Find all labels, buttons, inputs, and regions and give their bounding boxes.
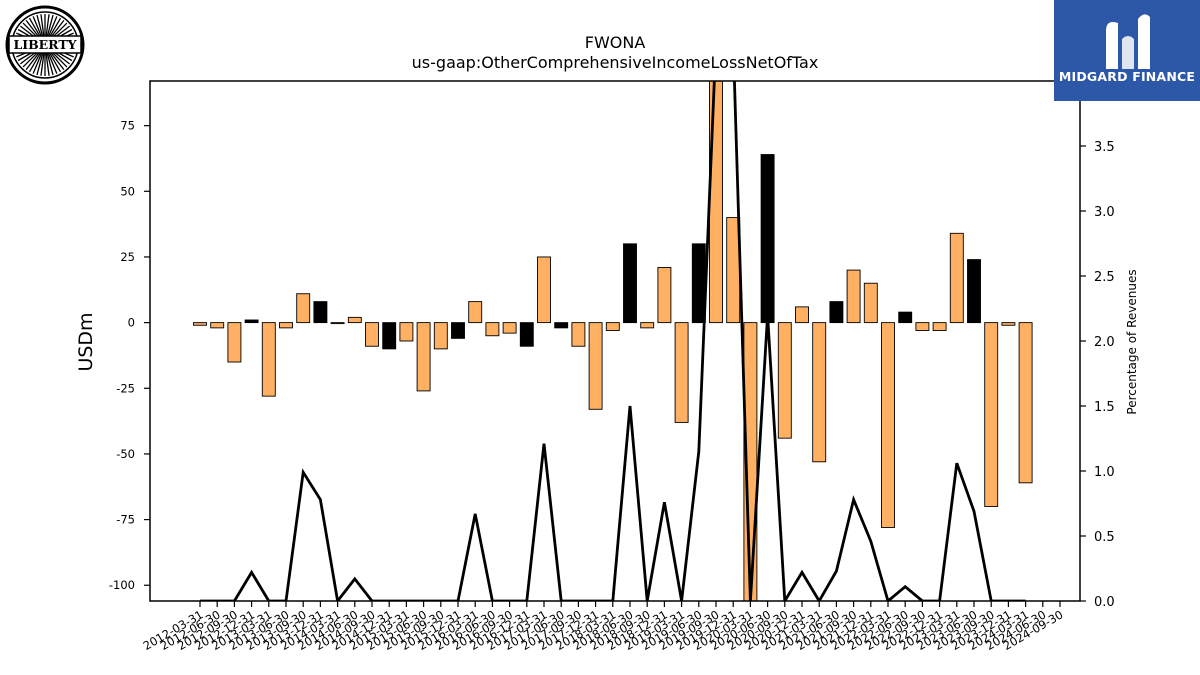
- bar-2015-09-30: [433, 322, 448, 350]
- bar-2014-09-30: [365, 322, 379, 347]
- midgard-logo-text: MIDGARD FINANCE: [1058, 69, 1196, 84]
- y-tick-label: 0: [128, 316, 135, 330]
- bar-2015-06-30: [416, 322, 431, 392]
- bar-2016-12-31: [519, 322, 534, 347]
- bar-2014-12-31: [382, 322, 397, 350]
- midgard-finance-logo: MIDGARD FINANCE: [1054, 0, 1200, 101]
- bar-2018-03-31: [605, 322, 620, 331]
- y-tick-label: -75: [116, 513, 135, 527]
- bar-2013-06-30: [279, 322, 293, 329]
- liberty-logo: LIBERTY: [5, 5, 85, 85]
- bar-2021-09-30: [846, 269, 861, 324]
- bar-2012-06-30: [210, 322, 225, 329]
- bar-2012-03-31: [193, 322, 207, 326]
- y-tick-label: -100: [109, 578, 135, 592]
- bar-2013-03-31: [261, 322, 276, 397]
- y2-axis-label: Percentage of Revenues: [1125, 269, 1139, 414]
- bar-2022-12-31: [932, 322, 947, 331]
- bar-2017-12-31: [588, 322, 603, 410]
- bar-2020-06-30: [760, 154, 775, 324]
- bars-layer: [193, 81, 1033, 601]
- y-tick-label: 25: [120, 250, 135, 264]
- y2-tick-label: 0.0: [1094, 595, 1115, 610]
- plot-frame: [149, 80, 1081, 602]
- bar-2013-09-30: [296, 293, 311, 324]
- y2-tick-label: 1.5: [1094, 400, 1115, 415]
- bar-2023-09-30: [984, 322, 999, 507]
- y2-tick-label: 1.0: [1094, 465, 1115, 480]
- y-tick-label: -50: [116, 447, 135, 461]
- y2-tick-label: 3.0: [1094, 205, 1115, 220]
- y2-tick-label: 2.0: [1094, 335, 1115, 350]
- y-tick-label: 75: [120, 119, 135, 133]
- bar-2017-06-30: [554, 322, 569, 329]
- bar-2018-06-30: [623, 243, 637, 324]
- bar-2013-12-31: [313, 301, 328, 324]
- bar-2014-03-31: [330, 322, 345, 325]
- bar-2019-03-31: [674, 322, 689, 423]
- bar-2015-03-31: [399, 322, 414, 342]
- bar-2021-12-31: [863, 282, 878, 324]
- liberty-emblem-icon: LIBERTY: [5, 5, 85, 85]
- y-axis-label: USDm: [75, 312, 97, 371]
- y-tick-label: 50: [120, 184, 135, 198]
- bar-2021-06-30: [829, 301, 844, 324]
- y2-tick-label: 2.5: [1094, 270, 1115, 285]
- y-tick-label: -25: [116, 381, 135, 395]
- bar-2015-12-31: [451, 322, 465, 339]
- liberty-logo-text: LIBERTY: [13, 37, 77, 52]
- bar-2017-03-31: [537, 256, 551, 324]
- bar-2023-03-31: [949, 232, 964, 324]
- bar-2020-12-31: [795, 306, 809, 324]
- y2-tick-label: 3.5: [1094, 140, 1115, 155]
- chart-subtitle: us-gaap:OtherComprehensiveIncomeLossNetO…: [412, 53, 819, 72]
- bar-2016-03-31: [468, 301, 483, 324]
- bar-2022-06-30: [898, 311, 913, 324]
- bar-2022-03-31: [881, 322, 895, 528]
- bar-2022-09-30: [915, 322, 930, 331]
- bar-2014-06-30: [347, 316, 362, 324]
- midgard-mark-icon: [1106, 14, 1150, 69]
- y2-tick-label: 0.5: [1094, 530, 1115, 545]
- bar-2012-09-30: [227, 322, 242, 363]
- bar-2020-09-30: [777, 322, 792, 439]
- bar-2024-03-31: [1018, 322, 1033, 484]
- chart-title: FWONA: [585, 33, 646, 52]
- bar-2017-09-30: [571, 322, 586, 347]
- bar-2021-03-31: [812, 322, 827, 463]
- bar-2018-12-31: [657, 267, 672, 324]
- bar-2016-06-30: [485, 322, 500, 337]
- bar-2016-09-30: [502, 322, 517, 334]
- bar-2023-06-30: [967, 259, 981, 324]
- bar-2018-09-30: [640, 322, 655, 329]
- bar-2012-12-31: [244, 319, 259, 324]
- axes-layer: -100 -75 -50 -25 0 25 50 75 0.0 0.5 1.0 1.5 2.0 2.5 3.…: [109, 80, 1115, 653]
- bar-2023-12-31: [1001, 322, 1016, 326]
